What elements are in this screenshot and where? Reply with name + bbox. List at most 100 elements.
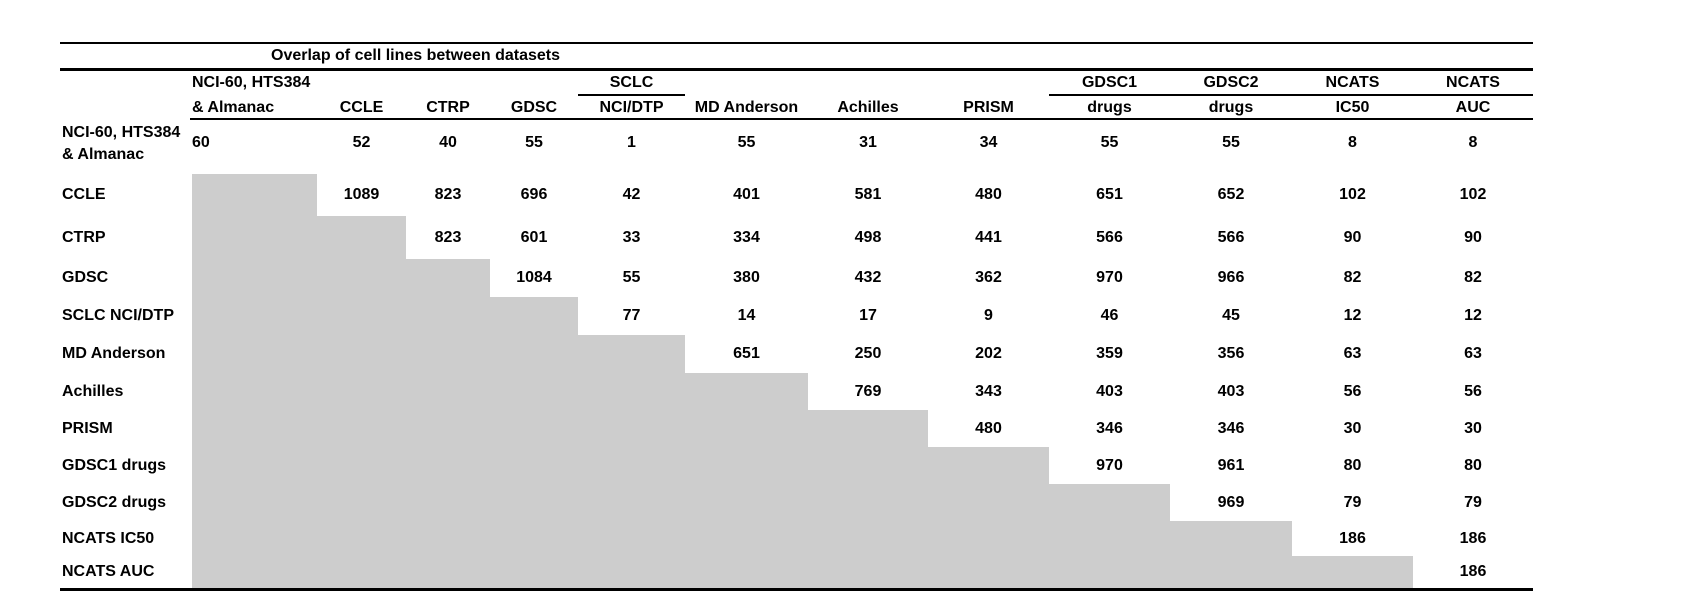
value-cell: 362 (975, 269, 1002, 286)
row-label: PRISM (62, 419, 113, 437)
shaded-cell-block (192, 373, 808, 410)
value-cell: 823 (434, 186, 462, 203)
value-cell: 63 (1343, 345, 1362, 362)
value-cell: 63 (1464, 345, 1482, 362)
row-label: NCATS IC50 (62, 529, 155, 547)
value-cell: 80 (1343, 456, 1362, 474)
value-cell: 1 (627, 134, 636, 151)
value-cell: 250 (854, 345, 882, 362)
header-cell-line1-sclc-nci-dtp: SCLC (609, 74, 654, 91)
value-cell: 45 (1222, 307, 1240, 324)
value-cell: 970 (1096, 269, 1123, 286)
value-cell: 46 (1100, 307, 1119, 324)
value-cell: 30 (1343, 419, 1362, 437)
value-cell: 12 (1343, 307, 1362, 324)
row-label: CTRP (62, 228, 106, 246)
value-cell: 55 (1222, 134, 1240, 151)
shaded-cell-block (192, 335, 685, 373)
header-cell-gdsc1-drugs: drugs (1087, 99, 1132, 116)
value-cell: 343 (975, 382, 1002, 400)
value-cell: 55 (525, 134, 543, 151)
value-cell: 34 (979, 134, 998, 151)
value-cell: 651 (733, 345, 760, 362)
value-cell: 102 (1339, 186, 1366, 203)
table-row-sclc-nci-dtp: SCLC NCI/DTP 77 14 17 9 46 45 12 12 (0, 297, 1686, 335)
header-cell-nci60-hts384-almanac: & Almanac (192, 99, 275, 116)
value-cell: 60 (192, 134, 210, 151)
table-row-gdsc: GDSC 1084 55 380 432 362 970 966 82 82 (0, 259, 1686, 297)
table-row-prism: PRISM 480 346 346 30 30 (0, 410, 1686, 447)
value-cell: 90 (1464, 228, 1482, 246)
value-cell: 1084 (516, 269, 552, 286)
header-group-underline-sclc-nci-dtp (578, 94, 685, 96)
value-cell: 80 (1464, 456, 1482, 474)
header-cell-line1-ncats-auc: NCATS (1446, 74, 1500, 91)
row-label: & Almanac (62, 146, 145, 163)
value-cell: 969 (1217, 493, 1245, 511)
value-cell: 14 (737, 307, 756, 324)
table-row-md-anderson: MD Anderson 651 250 202 359 356 63 63 (0, 335, 1686, 373)
shaded-cell-block (192, 484, 1170, 521)
row-label: NCI-60, HTS384 (62, 124, 181, 141)
value-cell: 970 (1096, 456, 1123, 474)
value-cell: 90 (1343, 228, 1362, 246)
value-cell: 652 (1217, 186, 1245, 203)
table-title: Overlap of cell lines between datasets (271, 47, 560, 64)
table-row-ncats-ic50: NCATS IC50 186 186 (0, 521, 1686, 556)
table-row-gdsc1-drugs: GDSC1 drugs 970 961 80 80 (0, 447, 1686, 484)
rule-top (60, 42, 1533, 44)
value-cell: 31 (859, 134, 877, 151)
value-cell: 82 (1464, 269, 1482, 286)
value-cell: 55 (622, 269, 641, 286)
value-cell: 441 (975, 228, 1002, 246)
value-cell: 8 (1468, 134, 1478, 151)
row-label: SCLC NCI/DTP (62, 307, 174, 324)
table-row-ctrp: CTRP 823 601 33 334 498 441 566 566 90 90 (0, 216, 1686, 259)
value-cell: 334 (733, 228, 760, 246)
shaded-cell-block (192, 447, 1049, 484)
header-cell-line1-gdsc2-drugs: GDSC2 (1203, 74, 1259, 91)
value-cell: 498 (854, 228, 882, 246)
value-cell: 696 (520, 186, 548, 203)
value-cell: 346 (1096, 419, 1123, 437)
table-row-ccle: CCLE 1089 823 696 42 401 581 480 651 652 102 102 (0, 174, 1686, 216)
value-cell: 30 (1464, 419, 1482, 437)
value-cell: 966 (1217, 269, 1245, 286)
value-cell: 566 (1217, 228, 1245, 246)
shaded-cell-block (192, 410, 928, 447)
shaded-cell-block (192, 216, 406, 259)
value-cell: 601 (520, 228, 548, 246)
header-cell-md-anderson: MD Anderson (694, 99, 799, 116)
header-group-underline-gdsc1-drugs (1049, 94, 1170, 96)
header-group-underline-ncats-auc (1413, 94, 1533, 96)
shaded-cell-block (192, 259, 490, 297)
value-cell: 8 (1348, 134, 1357, 151)
value-cell: 359 (1096, 345, 1123, 362)
value-cell: 56 (1343, 382, 1362, 400)
value-cell: 769 (854, 382, 882, 400)
value-cell: 52 (352, 134, 371, 151)
value-cell: 566 (1096, 228, 1123, 246)
value-cell: 202 (975, 345, 1002, 362)
rule-under-title (60, 68, 1533, 71)
header-cell-ncats-ic50: IC50 (1335, 99, 1370, 116)
value-cell: 82 (1343, 269, 1362, 286)
shaded-cell-block (192, 174, 317, 216)
value-cell: 380 (733, 269, 760, 286)
value-cell: 346 (1217, 419, 1245, 437)
value-cell: 961 (1217, 456, 1245, 474)
shaded-cell-block (192, 556, 1413, 588)
value-cell: 186 (1459, 563, 1487, 580)
value-cell: 79 (1464, 493, 1482, 511)
row-label: MD Anderson (62, 345, 166, 362)
value-cell: 42 (622, 186, 641, 203)
header-cell-gdsc2-drugs: drugs (1208, 99, 1254, 116)
header-cell-line1-ncats-ic50: NCATS (1325, 74, 1380, 91)
value-cell: 403 (1096, 382, 1123, 400)
value-cell: 79 (1343, 493, 1362, 511)
row-label: CCLE (62, 186, 106, 203)
value-cell: 77 (622, 307, 641, 324)
row-label: Achilles (62, 382, 124, 400)
value-cell: 651 (1096, 186, 1123, 203)
